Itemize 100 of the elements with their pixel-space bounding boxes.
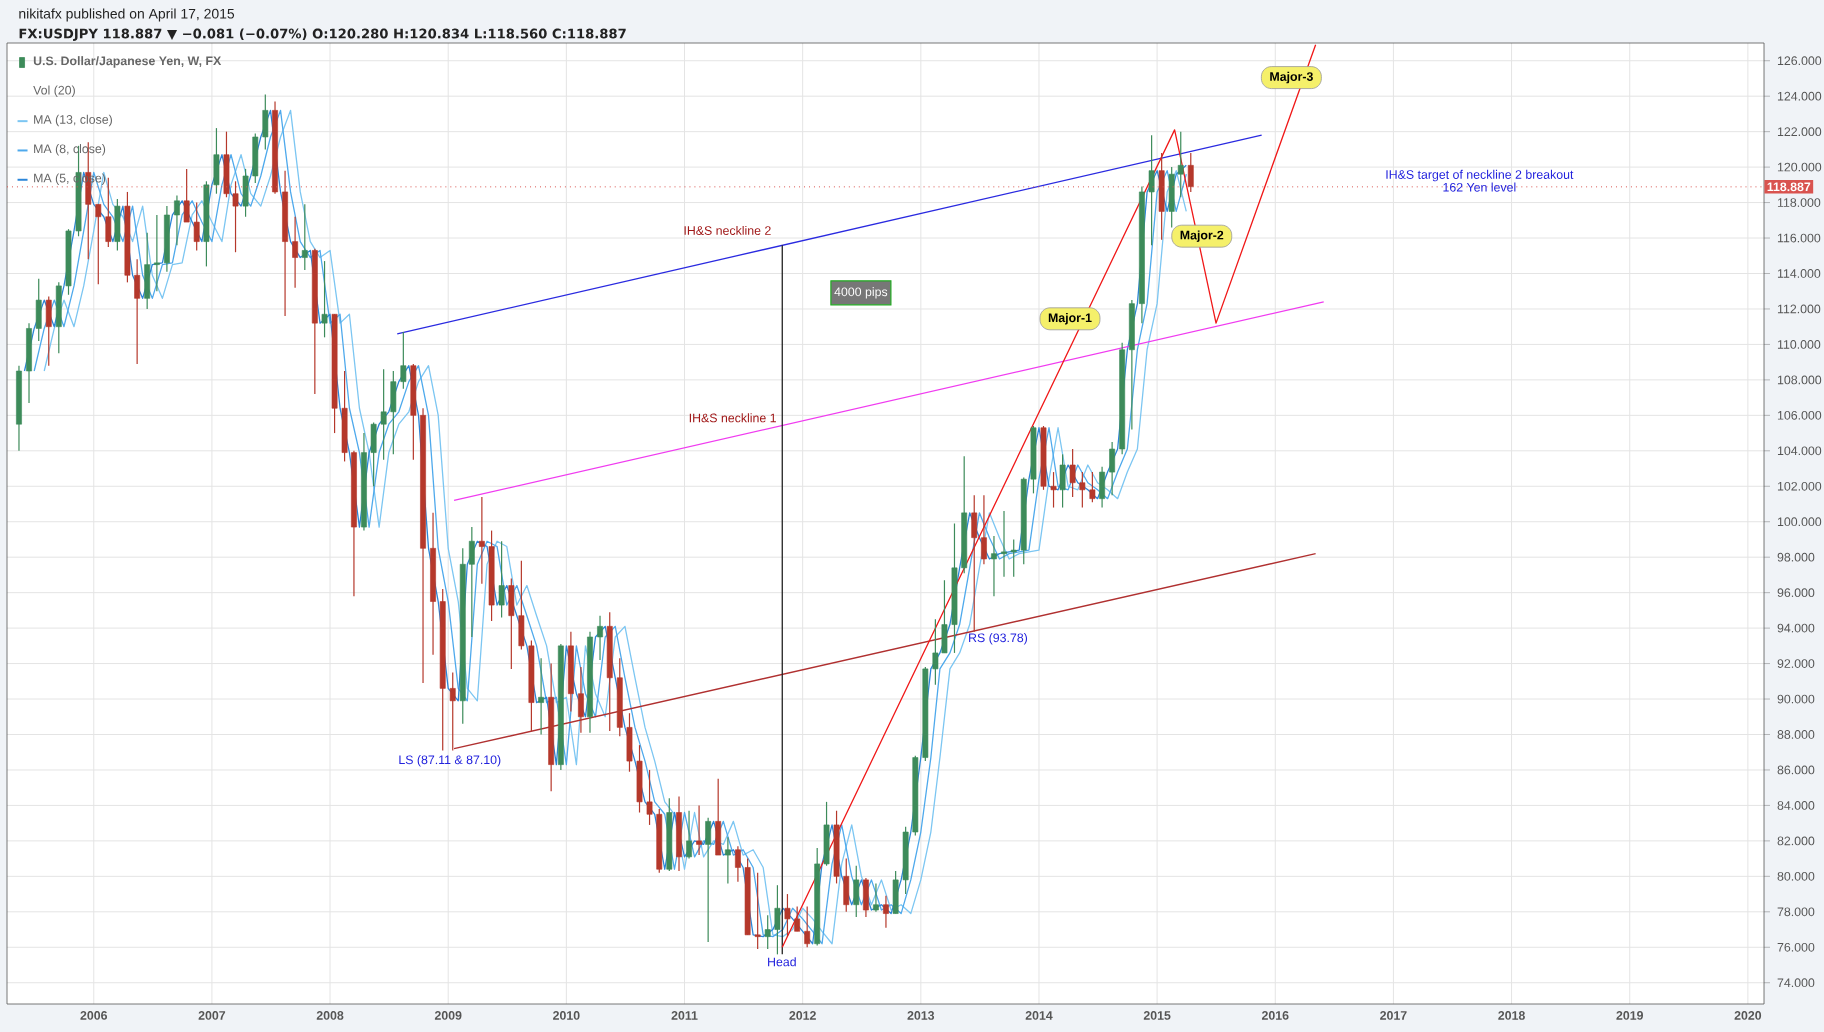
legend-label: U.S. Dollar/Japanese Yen, W, FX bbox=[33, 56, 222, 68]
annotation: Major-1 bbox=[1048, 313, 1092, 325]
candlestick bbox=[1069, 448, 1076, 498]
x-tick-label: 2009 bbox=[434, 1011, 462, 1020]
x-tick-label: 2007 bbox=[198, 1011, 226, 1020]
x-tick-label: 2013 bbox=[907, 1011, 935, 1020]
x-tick-label: 2020 bbox=[1734, 1011, 1762, 1020]
legend-label: MA (13, close) bbox=[34, 114, 112, 127]
candlestick bbox=[1187, 152, 1194, 193]
x-tick-label: 2010 bbox=[553, 1011, 580, 1020]
y-tick-label: 110.000 bbox=[1777, 340, 1821, 349]
candlestick bbox=[134, 258, 141, 365]
candlestick bbox=[784, 893, 791, 938]
y-tick-label: 122.000 bbox=[1777, 127, 1822, 137]
candlestick bbox=[578, 666, 584, 734]
candlestick bbox=[597, 615, 603, 661]
candlestick bbox=[764, 914, 771, 950]
candlestick bbox=[873, 882, 879, 913]
annotation: 4000 pips bbox=[834, 287, 888, 299]
candlestick bbox=[400, 331, 407, 390]
candlestick bbox=[932, 618, 939, 686]
y-tick-label: 118.000 bbox=[1777, 198, 1821, 207]
candlestick bbox=[292, 216, 298, 289]
candlestick bbox=[705, 817, 712, 943]
candlestick bbox=[232, 180, 239, 253]
x-tick-label: 2019 bbox=[1616, 1011, 1643, 1020]
candlestick bbox=[735, 845, 741, 883]
x-tick-label: 2006 bbox=[80, 1011, 108, 1020]
y-tick-label: 112.000 bbox=[1777, 304, 1821, 314]
candlestick bbox=[174, 194, 180, 246]
x-tick-label: 2008 bbox=[316, 1011, 344, 1020]
annotation: Head bbox=[768, 957, 796, 967]
x-tick-label: 2018 bbox=[1498, 1011, 1525, 1020]
line-series bbox=[781, 44, 1317, 948]
candlestick bbox=[1001, 510, 1007, 578]
candlestick bbox=[1079, 471, 1086, 509]
candlestick bbox=[538, 657, 545, 736]
candlestick bbox=[321, 260, 328, 338]
x-tick-label: 2017 bbox=[1380, 1011, 1407, 1020]
candlestick bbox=[1148, 134, 1155, 246]
y-tick-label: 84.000 bbox=[1777, 801, 1815, 810]
annotation: IH&S neckline 2 bbox=[684, 225, 771, 235]
chart-subtitle: FX:USDJPY 118.887 ▼ −0.081 (−0.07%) O:120.280 H:120.834 L:118.560 C:118.887 bbox=[19, 28, 626, 41]
y-tick-label: 102.000 bbox=[1777, 481, 1822, 491]
annotation: LS (87.11 & 87.10) bbox=[399, 755, 501, 767]
x-tick-label: 2014 bbox=[1025, 1011, 1053, 1020]
y-tick-label: 94.000 bbox=[1777, 623, 1815, 633]
y-tick-label: 106.000 bbox=[1777, 410, 1822, 420]
annotation: 162 Yen level bbox=[1443, 182, 1516, 192]
x-tick-label: 2011 bbox=[671, 1011, 698, 1020]
candlestick bbox=[1109, 441, 1116, 496]
candlestick bbox=[646, 769, 653, 826]
candlestick bbox=[1177, 131, 1184, 198]
annotation: IH&S neckline 1 bbox=[689, 413, 776, 423]
candlestick bbox=[724, 836, 731, 885]
x-tick-label: 2016 bbox=[1261, 1011, 1289, 1020]
annotation: IH&S target of neckline 2 breakout bbox=[1386, 169, 1574, 182]
y-tick-label: 120.000 bbox=[1777, 162, 1822, 172]
candlestick bbox=[193, 201, 200, 252]
candlestick bbox=[498, 540, 505, 619]
candlestick bbox=[686, 810, 692, 860]
y-tick-label: 96.000 bbox=[1777, 588, 1815, 598]
candlestick bbox=[478, 496, 485, 585]
candlestick bbox=[774, 884, 781, 955]
y-tick-label: 76.000 bbox=[1777, 942, 1815, 952]
x-tick-label: 2012 bbox=[789, 1011, 816, 1020]
candlestick bbox=[981, 494, 987, 565]
candlestick bbox=[1050, 471, 1057, 509]
annotation: Major-2 bbox=[1180, 230, 1224, 242]
chart-title: nikitafx published on April 17, 2015 bbox=[19, 8, 235, 22]
candlestick bbox=[380, 368, 387, 461]
y-tick-label: 86.000 bbox=[1777, 765, 1815, 775]
y-tick-label: 80.000 bbox=[1777, 871, 1815, 881]
candlestick bbox=[696, 804, 702, 856]
y-tick-label: 90.000 bbox=[1777, 694, 1815, 704]
y-tick-label: 126.000 bbox=[1777, 56, 1822, 66]
y-tick-label: 98.000 bbox=[1777, 552, 1815, 562]
candlestick bbox=[1010, 538, 1017, 578]
candlestick bbox=[883, 895, 889, 929]
candlestick bbox=[991, 535, 997, 597]
annotation: Major-3 bbox=[1270, 71, 1313, 84]
y-tick-label: 92.000 bbox=[1777, 659, 1815, 668]
y-tick-label: 100.000 bbox=[1777, 517, 1822, 527]
candlestick bbox=[95, 203, 102, 285]
candlestick bbox=[754, 872, 761, 950]
annotation: Vol (20) bbox=[33, 85, 75, 97]
y-tick-label: 114.000 bbox=[1777, 269, 1821, 278]
candlestick bbox=[804, 905, 811, 948]
candlestick bbox=[301, 203, 308, 271]
y-tick-label: 124.000 bbox=[1777, 91, 1822, 101]
candlestick bbox=[183, 168, 190, 223]
legend-label: MA (5, close) bbox=[34, 173, 106, 185]
candlestick bbox=[153, 214, 160, 292]
candlestick bbox=[1089, 471, 1096, 503]
candlestick bbox=[794, 905, 801, 932]
y-tick-label: 116.000 bbox=[1777, 233, 1821, 243]
y-tick-label: 108.000 bbox=[1777, 375, 1822, 385]
candlestick bbox=[468, 526, 475, 638]
x-tick-label: 2015 bbox=[1143, 1011, 1171, 1020]
y-tick-label: 78.000 bbox=[1777, 907, 1815, 917]
